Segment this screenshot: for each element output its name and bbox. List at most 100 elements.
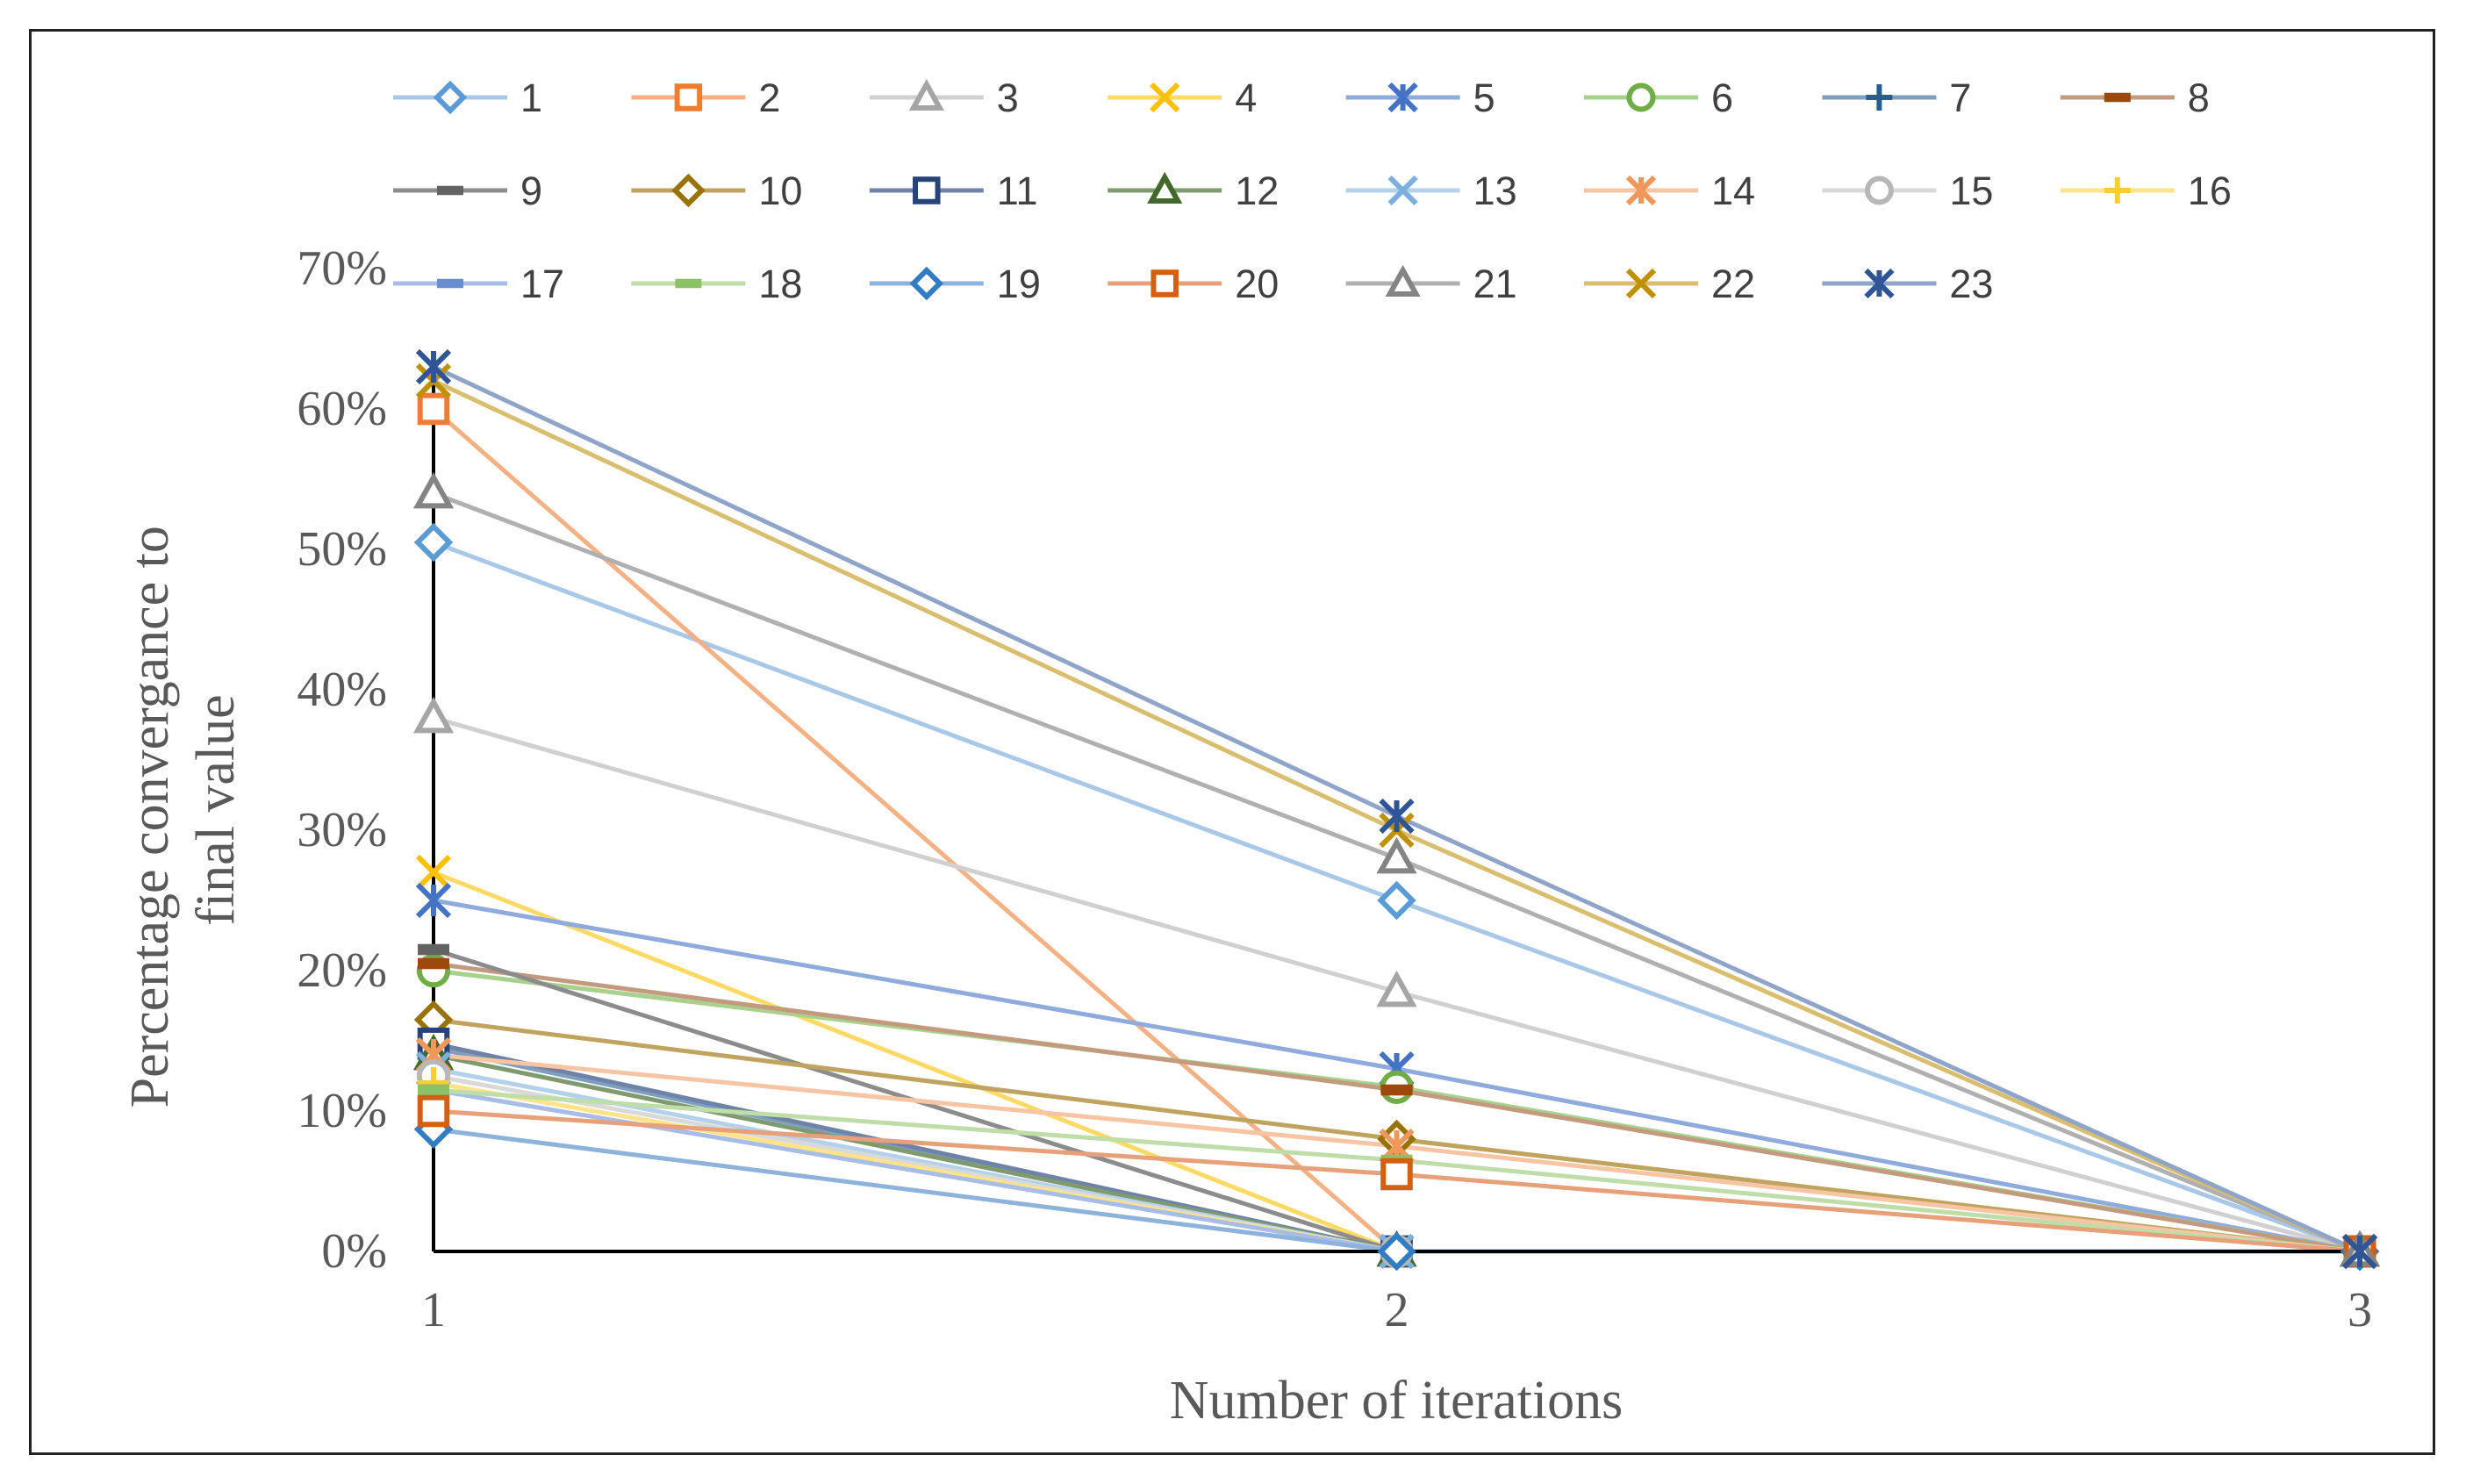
- legend-marker-triangle-icon: [908, 78, 944, 111]
- data-point-s23-x3: [2341, 1233, 2378, 1270]
- legend-label: 17: [520, 262, 564, 306]
- y-tick-label: 0%: [321, 1224, 387, 1279]
- legend-label: 7: [1949, 75, 1971, 120]
- legend-item-2: 2: [631, 75, 780, 120]
- y-tick-label: 50%: [297, 522, 387, 577]
- legend-label: 14: [1711, 168, 1755, 213]
- x-tick-labels: 1 2 3: [421, 1283, 2372, 1337]
- legend-item-22: 22: [1584, 262, 1755, 306]
- data-point-s23-x2: [1379, 798, 1415, 835]
- legend-item-8: 8: [2060, 75, 2210, 120]
- legend-item-20: 20: [1108, 262, 1279, 306]
- legend-item-16: 16: [2060, 168, 2232, 213]
- legend-label: 12: [1235, 168, 1279, 213]
- legend-item-14: 14: [1584, 168, 1755, 213]
- legend-label: 4: [1235, 75, 1257, 120]
- legend-marker-dash-icon: [437, 278, 463, 289]
- y-tick-label: 30%: [297, 803, 387, 857]
- data-point-s19-x2: [1377, 1231, 1416, 1272]
- data-point-s20-x1: [417, 1094, 450, 1128]
- legend-label: 3: [997, 75, 1019, 120]
- legend-marker-dash-icon: [437, 185, 463, 196]
- data-point-s21-x2: [1376, 836, 1417, 874]
- legend-label: 15: [1949, 168, 1993, 213]
- legend-label: 1: [520, 75, 542, 120]
- legend-marker-plus-icon: [1866, 84, 1893, 111]
- legend-item-15: 15: [1822, 168, 1993, 213]
- data-point-s8-x2: [1380, 1084, 1413, 1096]
- legend-label: 9: [520, 168, 542, 213]
- legend-label: 5: [1473, 75, 1495, 120]
- x-tick-label: 1: [421, 1283, 446, 1337]
- x-axis-title: Number of iterations: [1170, 1371, 1624, 1430]
- legend-item-5: 5: [1345, 75, 1495, 120]
- legend-item-13: 13: [1345, 168, 1517, 213]
- legend-item-18: 18: [631, 262, 802, 306]
- data-point-s1-x1: [413, 522, 454, 563]
- data-point-s1-x2: [1377, 880, 1416, 921]
- legend-marker-star-icon: [1864, 268, 1895, 299]
- legend-item-11: 11: [869, 168, 1038, 213]
- legend-item-21: 21: [1345, 262, 1517, 306]
- y-tick-label: 20%: [297, 943, 387, 998]
- legend-item-17: 17: [393, 262, 564, 306]
- data-point-s8-x1: [418, 957, 449, 970]
- legend-marker-circle-icon: [1626, 82, 1656, 112]
- legend-item-19: 19: [869, 262, 1041, 306]
- legend-label: 18: [758, 262, 802, 306]
- legend-marker-diamond-icon: [909, 266, 944, 301]
- data-point-s18-x1: [418, 1084, 449, 1096]
- chart-frame: 1 2 3 4 5 6 7 8 9 10 11 12 13 14 15 16 17 18 19 20 21 22 23 0%…: [29, 29, 2435, 1455]
- y-axis-title: Percentage convergance to final value: [120, 513, 246, 1108]
- legend-marker-x-icon: [1387, 175, 1418, 206]
- legend-label: 8: [2188, 75, 2210, 120]
- legend-item-12: 12: [1108, 168, 1279, 213]
- data-point-s20-x2: [1380, 1158, 1413, 1191]
- legend-item-9: 9: [393, 168, 542, 213]
- data-point-s23-x1: [415, 348, 452, 385]
- legend-label: 20: [1235, 262, 1279, 306]
- legend-marker-square-icon: [1151, 269, 1179, 298]
- legend-marker-plus-icon: [2104, 177, 2131, 204]
- legend-label: 10: [758, 168, 802, 213]
- legend-marker-x-icon: [1150, 82, 1180, 113]
- x-tick-label: 3: [2348, 1283, 2372, 1337]
- legend-marker-diamond-icon: [671, 173, 706, 208]
- legend-marker-dash-icon: [2104, 92, 2131, 103]
- legend-marker-square-icon: [913, 176, 941, 204]
- legend-label: 22: [1711, 262, 1755, 306]
- y-tick-label: 60%: [297, 382, 387, 436]
- data-point-s3-x1: [412, 696, 455, 734]
- legend-item-7: 7: [1822, 75, 1971, 120]
- legend-label: 13: [1473, 168, 1517, 213]
- data-point-s2-x1: [417, 392, 450, 426]
- legend-item-10: 10: [631, 168, 802, 213]
- legend-item-23: 23: [1822, 262, 1993, 306]
- legend-marker-circle-icon: [1864, 176, 1894, 205]
- legend-label: 19: [997, 262, 1041, 306]
- data-point-s21-x1: [412, 471, 455, 509]
- legend-label: 11: [997, 168, 1038, 213]
- y-tick-label: 40%: [297, 663, 387, 717]
- y-tick-label: 70%: [297, 241, 387, 296]
- legend-marker-star-icon: [1625, 175, 1657, 206]
- y-tick-label: 10%: [297, 1084, 387, 1138]
- legend-item-1: 1: [393, 75, 542, 120]
- legend-marker-triangle-icon: [1385, 264, 1421, 297]
- legend-marker-square-icon: [674, 83, 703, 111]
- legend-label: 6: [1711, 75, 1733, 120]
- y-axis-title-line-2: final value: [186, 694, 246, 925]
- data-point-s5-x1: [415, 882, 452, 919]
- legend-item-3: 3: [869, 75, 1019, 120]
- legend-marker-dash-icon: [675, 278, 702, 289]
- legend-marker-x-icon: [1625, 268, 1657, 299]
- legend-label: 16: [2188, 168, 2232, 213]
- x-tick-label: 2: [1385, 1283, 1409, 1337]
- data-point-s3-x2: [1376, 970, 1417, 1007]
- legend-item-6: 6: [1584, 75, 1733, 120]
- marker-layer: [412, 348, 2381, 1272]
- data-point-s9-x1: [418, 943, 449, 956]
- legend-item-4: 4: [1108, 75, 1257, 120]
